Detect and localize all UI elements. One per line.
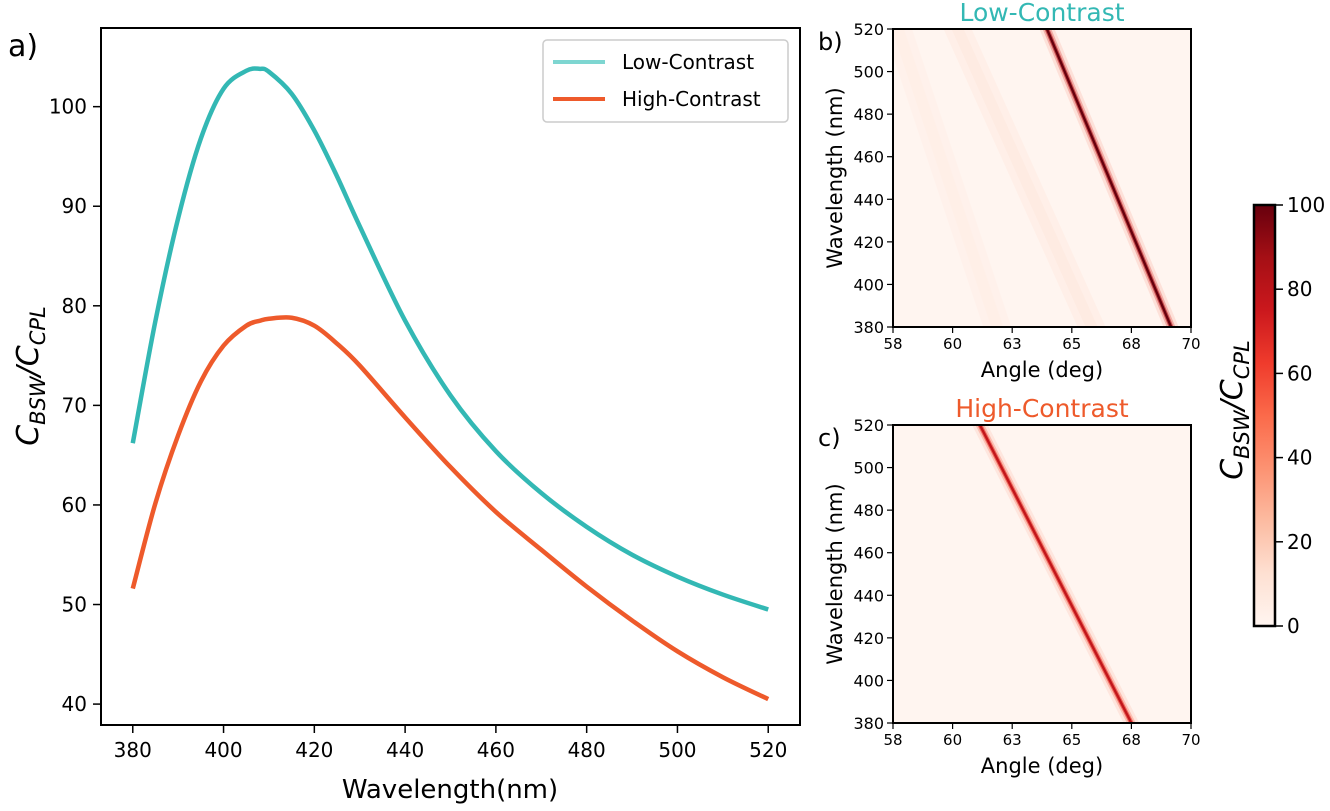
panel-b-ridge (1045, 29, 1173, 327)
panel-a-label: a) (8, 29, 38, 64)
panel-a-xlabel: Wavelength(nm) (342, 775, 558, 805)
panel-a-legend: Low-Contrast High-Contrast (542, 39, 789, 123)
panel-c-xtick-label: 65 (1062, 731, 1081, 749)
panel-b-ytick-label: 500 (853, 63, 884, 82)
panel-c-ticks: 58 60 63 65 68 70 380 400 420 440 460 480 500 520 (853, 416, 1200, 749)
panel-b-field (893, 29, 1179, 327)
panel-b-heatmap: b) Low-Contrast 58 60 63 65 68 70 380 400 420 440… (818, 0, 1201, 382)
panel-a-xtick-label: 500 (658, 738, 696, 762)
panel-c-ytick-label: 380 (853, 714, 884, 733)
panel-b-ylabel: Wavelength (nm) (823, 87, 847, 268)
panel-b-ytick-label: 400 (853, 275, 884, 294)
panel-b-ytick-label: 520 (853, 20, 884, 39)
panel-a-line-chart: a) 380 400 420 440 460 480 500 520 40 50 60 70 80 90 1… (8, 27, 801, 805)
legend-label-low-contrast: Low-Contrast (622, 50, 754, 74)
panel-c-label: c) (818, 424, 841, 452)
panel-a-ylabel: CBSW/CCPL (11, 306, 50, 446)
panel-a-frame (100, 27, 801, 726)
panel-c-background (893, 425, 1191, 723)
panel-c-xtick-label: 68 (1122, 731, 1141, 749)
colorbar-tick-label: 100 (1287, 193, 1325, 217)
panel-a-xtick-label: 520 (749, 738, 787, 762)
legend-label-high-contrast: High-Contrast (622, 87, 761, 111)
panel-a-ytick-label: 50 (62, 593, 87, 617)
panel-c-ytick-label: 520 (853, 416, 884, 435)
colorbar-tick-label: 80 (1287, 277, 1312, 301)
panel-b-ytick-label: 380 (853, 318, 884, 337)
panel-a-xtick-label: 480 (568, 738, 606, 762)
panel-a-ytick-label: 70 (62, 393, 87, 417)
series-line-low-contrast (130, 66, 769, 612)
panel-b-xtick-label: 70 (1181, 335, 1200, 353)
panel-c-ytick-label: 440 (853, 586, 884, 605)
panel-c-xtick-label: 60 (943, 731, 962, 749)
panel-a-ticks: 380 400 420 440 460 480 500 520 40 50 60 70 80 90 100 (49, 95, 788, 762)
panel-b-xtick-label: 58 (883, 335, 902, 353)
panel-b-ticks: 58 60 63 65 68 70 380 400 420 440 460 480 500 520 (853, 20, 1200, 353)
panel-c-title: High-Contrast (955, 394, 1129, 423)
panel-a-ytick-label: 100 (49, 95, 87, 119)
colorbar-gradient (1252, 203, 1277, 628)
colorbar-tick-label: 20 (1287, 530, 1312, 554)
colorbar-tick-label: 0 (1287, 614, 1300, 638)
panel-c-ytick-label: 420 (853, 629, 884, 648)
colorbar-ticks: 0 20 40 60 80 100 (1275, 193, 1325, 638)
panel-c-xtick-label: 63 (1003, 731, 1022, 749)
panel-a-ytick-label: 90 (62, 194, 87, 218)
colorbar-tick-label: 40 (1287, 446, 1312, 470)
panel-b-faint-ridge (951, 29, 1098, 327)
panel-a-xtick-label: 380 (114, 738, 152, 762)
panel-a-ytick-label: 40 (62, 692, 87, 716)
panel-b-ytick-label: 440 (853, 190, 884, 209)
panel-b-xtick-label: 60 (943, 335, 962, 353)
panel-c-ylabel: Wavelength (nm) (823, 483, 847, 664)
panel-a-xtick-label: 400 (204, 738, 242, 762)
panel-b-frame (892, 28, 1192, 328)
panel-a-xtick-label: 440 (386, 738, 424, 762)
panel-b-title: Low-Contrast (959, 0, 1124, 27)
panel-c-ridge (978, 425, 1133, 723)
panel-a-ytick-label: 80 (62, 294, 87, 318)
panel-b-faint-ridge (893, 29, 1004, 327)
panel-c-xtick-label: 70 (1181, 731, 1200, 749)
panel-b-ytick-label: 480 (853, 105, 884, 124)
panel-b-ytick-label: 420 (853, 233, 884, 252)
panel-a-ytick-label: 60 (62, 493, 87, 517)
panel-a-series (130, 66, 770, 702)
panel-b-label: b) (818, 28, 843, 56)
panel-b-xtick-label: 68 (1122, 335, 1141, 353)
panel-c-xtick-label: 58 (883, 731, 902, 749)
series-line-high-contrast (130, 315, 770, 702)
panel-b-xlabel: Angle (deg) (981, 358, 1103, 382)
panel-c-heatmap: c) High-Contrast 58 60 63 65 68 70 380 400 420 44… (818, 394, 1201, 778)
panel-b-xtick-label: 65 (1062, 335, 1081, 353)
panel-c-field (972, 425, 1140, 723)
panel-b-ytick-label: 460 (853, 148, 884, 167)
panel-c-ytick-label: 460 (853, 544, 884, 563)
panel-c-ytick-label: 400 (853, 671, 884, 690)
panel-c-ytick-label: 500 (853, 459, 884, 478)
colorbar-label: CBSW/CCPL (1215, 340, 1254, 480)
colorbar: 0 20 40 60 80 100 CBSW/CCPL (1215, 193, 1325, 638)
panel-a-xtick-label: 460 (477, 738, 515, 762)
panel-c-frame (892, 424, 1192, 724)
panel-c-xlabel: Angle (deg) (981, 754, 1103, 778)
panel-c-ytick-label: 480 (853, 501, 884, 520)
panel-a-xtick-label: 420 (295, 738, 333, 762)
panel-b-xtick-label: 63 (1003, 335, 1022, 353)
colorbar-tick-label: 60 (1287, 361, 1312, 385)
